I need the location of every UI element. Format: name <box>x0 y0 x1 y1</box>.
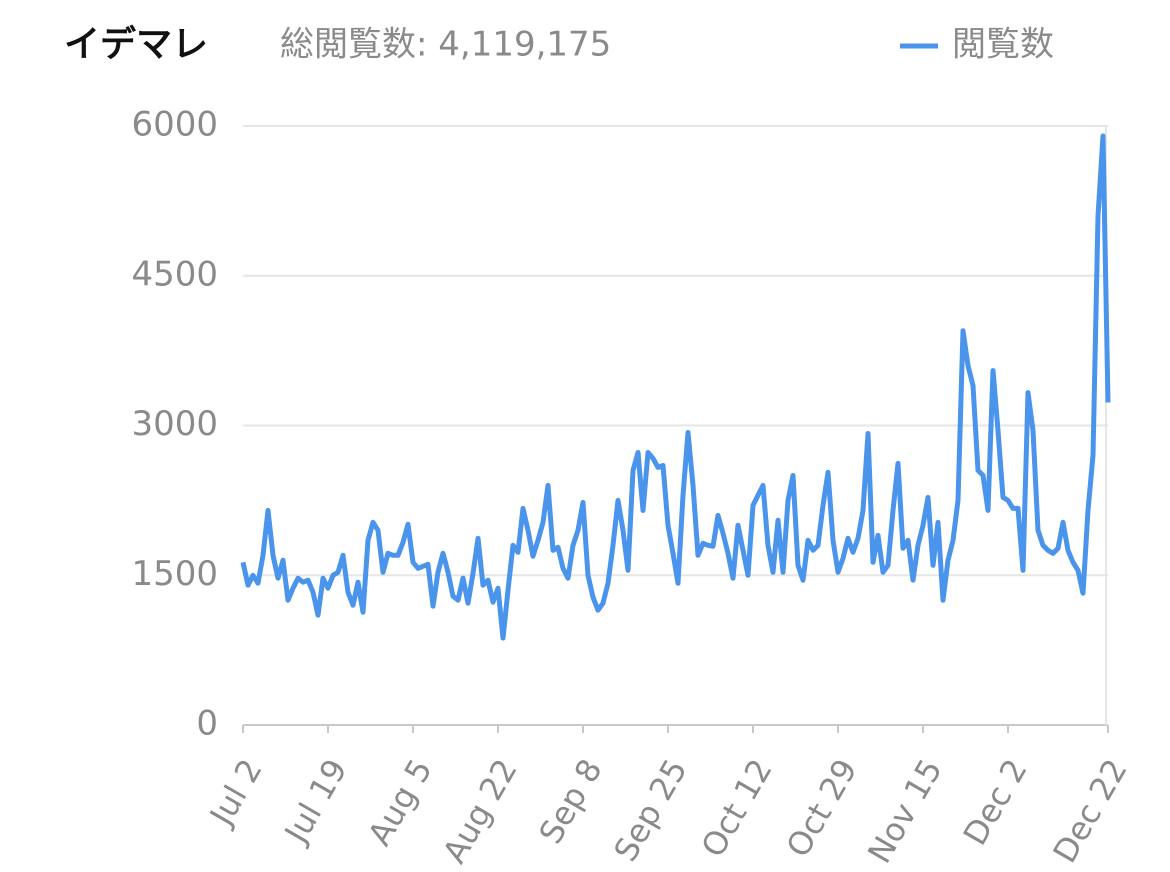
chart-title: イデマレ <box>64 23 208 65</box>
x-tick-label: Aug 22 <box>435 753 525 870</box>
y-tick-label: 1500 <box>131 554 218 594</box>
legend-label: 閲覧数 <box>952 25 1054 65</box>
chart-subtitle: 総閲覧数: 4,119,175 <box>280 25 611 65</box>
y-tick-label: 0 <box>196 704 218 744</box>
x-tick-label: Jul 2 <box>201 753 269 834</box>
x-tick-label: Sep 25 <box>606 753 695 868</box>
y-tick-label: 6000 <box>131 105 218 145</box>
x-tick-label: Oct 12 <box>694 753 780 864</box>
x-tick-label: Jul 19 <box>276 753 355 851</box>
x-tick-label: Aug 5 <box>360 753 439 853</box>
x-tick-label: Dec 2 <box>956 753 1035 852</box>
x-tick-label: Dec 22 <box>1045 753 1134 870</box>
y-tick-label: 3000 <box>131 404 218 444</box>
x-tick-label: Sep 8 <box>531 753 609 851</box>
x-tick-label: Oct 29 <box>779 753 865 864</box>
data-line <box>240 133 1111 641</box>
y-tick-label: 4500 <box>131 254 218 294</box>
x-tick-label: Nov 15 <box>860 753 950 870</box>
